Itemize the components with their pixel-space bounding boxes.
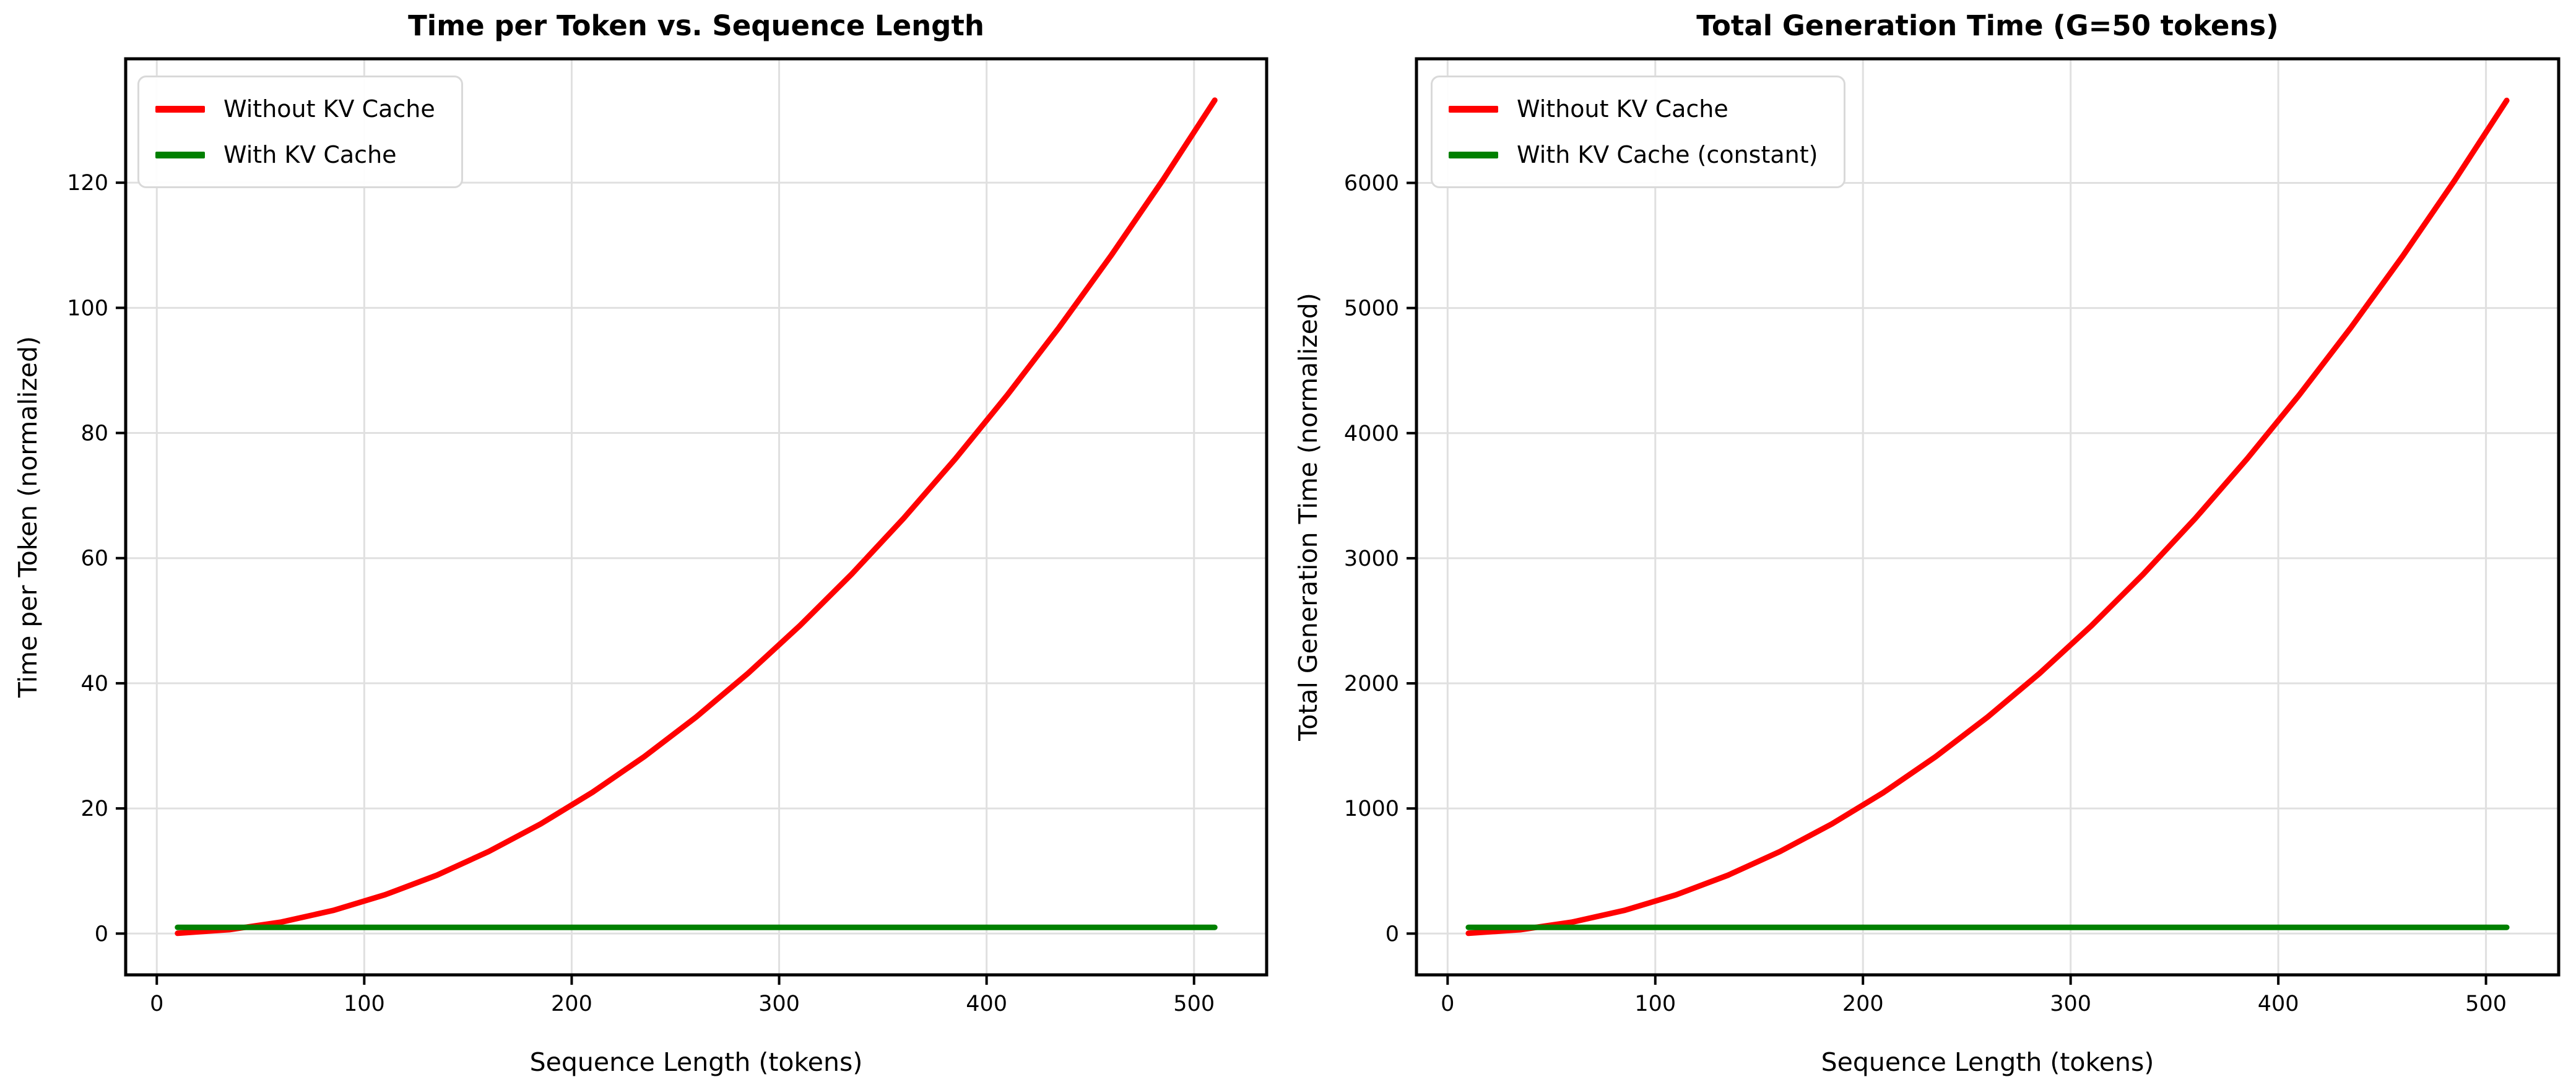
x-tick-label: 400 — [966, 992, 1007, 1016]
legend-item-with-kv-cache-constant: With KV Cache (constant) — [1449, 137, 1818, 173]
y-tick-label: 40 — [80, 672, 108, 696]
chart-total-generation-time: 0 100 200 300 400 500 0 1000 2000 3000 4000 5000 600… — [1288, 0, 2576, 1090]
series-line-without-kv-cache — [175, 97, 1218, 936]
x-axis-label: Sequence Length (tokens) — [529, 1047, 863, 1077]
y-tick-label: 80 — [80, 422, 108, 446]
y-tick-label: 100 — [67, 296, 108, 321]
y-tick-label: 20 — [80, 797, 108, 821]
legend-swatch-red-line — [155, 105, 205, 113]
legend-swatch-green-line — [1449, 151, 1498, 158]
x-tick-label: 500 — [1173, 992, 1215, 1016]
legend: Without KV Cache With KV Cache (constant… — [1431, 76, 1846, 188]
x-tick-label: 400 — [2258, 992, 2299, 1016]
x-tick-label: 0 — [1441, 992, 1454, 1016]
chart-time-per-token: 0 100 200 300 400 500 0 20 40 60 80 100 120 Time per… — [13, 9, 1268, 1077]
y-axis-label: Time per Token (normalized) — [13, 336, 43, 698]
x-tick-label: 100 — [1634, 992, 1676, 1016]
x-tick-label: 0 — [150, 992, 163, 1016]
legend-swatch-red-line — [1449, 105, 1498, 113]
y-tick-label: 120 — [67, 171, 108, 196]
y-tick-label: 5000 — [1344, 296, 1399, 321]
axes-frame — [1415, 57, 2561, 977]
plot-area-left: 0 100 200 300 400 500 0 20 40 60 80 100 120 — [67, 57, 1268, 1016]
y-tick-label: 0 — [95, 922, 108, 946]
legend-item-with-kv-cache: With KV Cache — [155, 137, 435, 173]
legend-label: Without KV Cache — [223, 95, 435, 123]
y-tick-label: 60 — [80, 547, 108, 571]
chart-title: Time per Token vs. Sequence Length — [408, 9, 984, 42]
chart-title: Total Generation Time (G=50 tokens) — [1696, 9, 2279, 42]
y-tick-label: 4000 — [1344, 422, 1399, 446]
y-tick-label: 1000 — [1344, 797, 1399, 821]
x-tick-label: 300 — [758, 992, 800, 1016]
y-axis-label: Total Generation Time (normalized) — [1293, 293, 1323, 741]
legend: Without KV Cache With KV Cache — [137, 76, 463, 188]
x-tick-label: 200 — [551, 992, 592, 1016]
legend-swatch-green-line — [155, 151, 205, 158]
series-line-without-kv-cache — [1465, 97, 2510, 936]
y-tick-label: 2000 — [1344, 672, 1399, 696]
legend-label: With KV Cache (constant) — [1517, 141, 1818, 168]
y-tick-label: 0 — [1386, 922, 1399, 946]
x-tick-label: 100 — [344, 992, 385, 1016]
x-tick-label: 200 — [1842, 992, 1884, 1016]
legend-item-without-kv-cache: Without KV Cache — [155, 91, 435, 127]
axes-frame — [124, 57, 1268, 977]
legend-label: With KV Cache — [223, 141, 397, 168]
legend-label: Without KV Cache — [1517, 95, 1728, 123]
x-tick-label: 300 — [2050, 992, 2091, 1016]
y-tick-label: 3000 — [1344, 547, 1399, 571]
plot-area-right: 0 100 200 300 400 500010002000300040005000600… — [1344, 57, 2561, 1016]
x-axis-label: Sequence Length (tokens) — [1821, 1047, 2154, 1077]
y-tick-label: 6000 — [1344, 171, 1399, 196]
x-tick-label: 500 — [2465, 992, 2507, 1016]
legend-item-without-kv-cache: Without KV Cache — [1449, 91, 1818, 127]
